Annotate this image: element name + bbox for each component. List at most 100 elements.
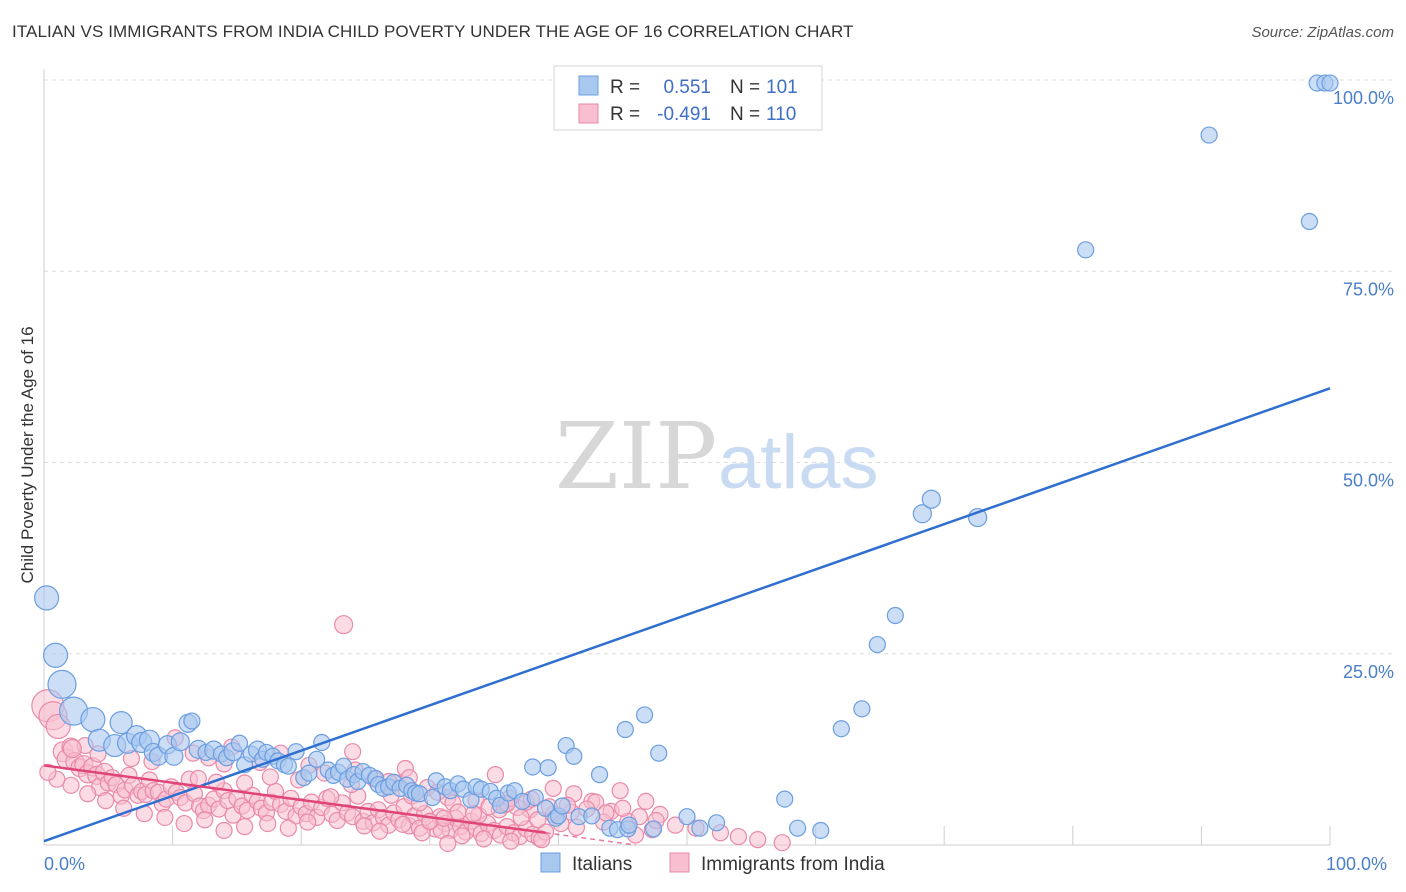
- india-point-122: [62, 739, 82, 759]
- legend-n-india: 110: [766, 104, 796, 125]
- italians-point-105: [921, 489, 941, 509]
- italians-point-95: [691, 819, 709, 837]
- italians-point-100: [832, 720, 850, 738]
- italians-point-86: [524, 758, 542, 776]
- legend-r-label-italians: R =: [610, 77, 640, 98]
- italians-point-102: [868, 635, 886, 654]
- italians-point-25: [230, 734, 249, 752]
- india-point-171: [637, 792, 655, 810]
- italians-points: [33, 74, 1339, 840]
- legend-n-label-italians: N =: [730, 77, 760, 98]
- italians-point-91: [616, 720, 634, 739]
- india-point-199: [156, 808, 174, 827]
- italians-point-70: [491, 796, 510, 814]
- india-point-204: [62, 776, 80, 794]
- india-point-159: [544, 779, 562, 797]
- india-point-182: [597, 804, 615, 822]
- italians-point-94: [678, 808, 696, 826]
- bottom-legend-india: Immigrants from India: [701, 854, 885, 875]
- legend-r-label-india: R =: [610, 104, 640, 125]
- italians-point-38: [308, 750, 326, 768]
- italians-point-90: [590, 766, 609, 784]
- trend-lines: [43, 387, 1331, 846]
- india-point-134: [236, 774, 254, 792]
- india-point-166: [439, 834, 457, 853]
- india-point-203: [79, 785, 97, 803]
- legend-n-italians: 101: [766, 77, 798, 98]
- italians-point-93: [650, 744, 668, 762]
- india-point-196: [215, 821, 233, 840]
- italians-point-103: [886, 606, 904, 625]
- x-tick-labels: 0.0% 100.0%: [44, 854, 1387, 874]
- italians-point-1: [42, 642, 69, 668]
- italians-point-109: [1300, 212, 1319, 231]
- india-point-145: [371, 822, 389, 840]
- italians-point-16: [170, 732, 190, 752]
- india-point-138: [344, 743, 362, 761]
- india-point-195: [236, 818, 254, 836]
- italians-point-0: [33, 585, 60, 611]
- india-point-170: [611, 782, 629, 800]
- bottom-legend-swatch-italians: [540, 852, 561, 873]
- source-label: Source: ZipAtlas.com: [1251, 24, 1394, 41]
- italians-point-92: [635, 706, 654, 724]
- india-point-144: [355, 817, 373, 835]
- india-point-140: [486, 766, 504, 784]
- india-point-193: [279, 819, 297, 837]
- italians-point-85: [644, 820, 663, 838]
- y-tick-label-1: 50.0%: [1343, 471, 1394, 491]
- y-axis-title: Child Poverty Under the Age of 16: [18, 326, 37, 583]
- india-trend-extension: [545, 832, 636, 846]
- italians-point-37: [300, 764, 318, 782]
- india-point-150: [475, 830, 493, 848]
- bottom-legend-italians: Italians: [572, 854, 632, 875]
- italians-point-107: [1077, 241, 1095, 259]
- italians-point-89: [565, 747, 583, 765]
- legend-box: R = 0.551 N = 101 R = -0.491 N = 110: [553, 65, 823, 131]
- legend-swatch-italians: [578, 75, 599, 96]
- legend-n-label-india: N =: [730, 104, 760, 125]
- india-point-146: [394, 815, 412, 833]
- india-point-151: [502, 832, 520, 850]
- x-tick-label-1: 100.0%: [1326, 854, 1387, 874]
- italians-point-2: [47, 669, 77, 699]
- italians-point-112: [1321, 74, 1339, 92]
- india-point-141: [512, 808, 530, 827]
- italians-trend-line: [43, 387, 1331, 843]
- india-point-191: [773, 834, 791, 852]
- india-point-202: [97, 792, 115, 810]
- italians-point-97: [776, 790, 794, 808]
- india-point-183: [614, 799, 632, 817]
- italians-point-104: [912, 504, 932, 524]
- watermark-zip: ZIP: [555, 403, 717, 510]
- watermark: ZIP atlas: [555, 403, 879, 510]
- watermark-atlas: atlas: [718, 420, 879, 505]
- italians-point-87: [539, 759, 557, 777]
- italians-point-7: [109, 710, 133, 735]
- italians-point-99: [812, 821, 830, 840]
- legend-r-italians: 0.551: [663, 77, 711, 98]
- italians-point-108: [1200, 126, 1218, 144]
- chart-title: ITALIAN VS IMMIGRANTS FROM INDIA CHILD P…: [12, 22, 854, 41]
- india-point-189: [729, 827, 748, 846]
- bottom-legend: Italians Immigrants from India: [540, 852, 885, 875]
- india-point-190: [749, 831, 767, 849]
- india-point-152: [533, 831, 551, 849]
- italians-point-75: [536, 799, 555, 817]
- y-tick-label-2: 75.0%: [1343, 279, 1394, 299]
- y-tick-label-0: 25.0%: [1343, 662, 1394, 682]
- italians-point-80: [583, 807, 601, 825]
- bottom-legend-swatch-india: [669, 852, 690, 873]
- y-tick-labels: 25.0% 50.0% 75.0% 100.0%: [1333, 88, 1394, 682]
- italians-point-84: [620, 816, 638, 834]
- india-point-207: [334, 615, 354, 635]
- italians-point-34: [279, 757, 297, 775]
- italians-point-59: [423, 788, 441, 807]
- italians-point-101: [853, 700, 871, 718]
- india-point-194: [259, 814, 277, 833]
- india-point-197: [196, 811, 214, 829]
- italians-point-18: [183, 712, 201, 730]
- italians-point-4: [80, 706, 106, 733]
- x-tick-label-0: 0.0%: [44, 854, 85, 874]
